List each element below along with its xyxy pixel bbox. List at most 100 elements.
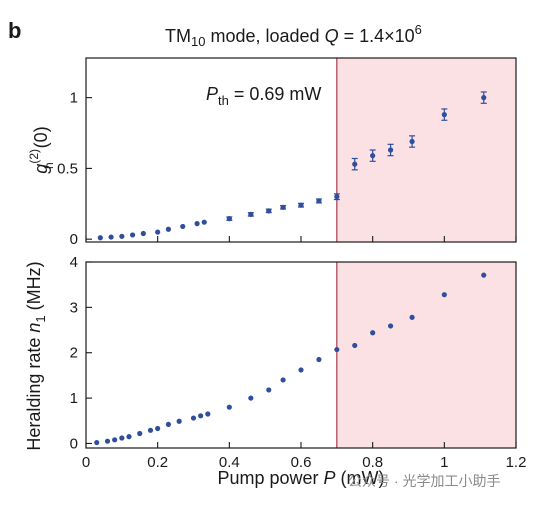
top-data-point [265, 208, 272, 214]
bottom-ylabel-var-sub: 1 [33, 315, 48, 322]
top-data-point [180, 223, 186, 230]
bot-ytick-label: 4 [70, 254, 78, 271]
bot-data-point [409, 314, 415, 320]
bot-data-point [205, 411, 211, 417]
title-exp: 6 [415, 22, 422, 37]
bot-data-point [176, 418, 182, 424]
bottom-axes-frame [85, 261, 517, 449]
top-data-point [194, 221, 200, 227]
bottom-above-threshold-region [336, 262, 516, 448]
bot-data-point [266, 387, 272, 393]
bot-data-point [334, 346, 340, 353]
bottom-axis-ticks: 0 1 2 3 4 0 0.2 0.4 0.6 0.8 1 1.2 [70, 254, 527, 471]
title-mode-sub: 10 [191, 34, 205, 49]
title-q: Q [325, 26, 339, 46]
title-middle: mode, loaded [205, 26, 324, 46]
top-data-point [140, 230, 146, 237]
top-ytick-label: 0.5 [57, 160, 78, 177]
top-data-point [119, 233, 125, 239]
xlabel-unit: (mW) [336, 468, 385, 488]
bot-data-point [226, 404, 232, 410]
bot-ytick-label: 3 [70, 299, 78, 316]
panel-letter: b [8, 18, 21, 43]
top-data-point [369, 149, 376, 162]
bot-data-point [248, 395, 254, 401]
bot-data-point [370, 330, 376, 336]
bot-data-point [198, 413, 204, 419]
top-data-point [226, 216, 233, 222]
bot-data-point [104, 438, 111, 444]
bot-data-point [126, 434, 132, 440]
top-data-point [333, 193, 340, 201]
xtick-label: 0.6 [291, 454, 312, 471]
bot-data-point [94, 439, 100, 446]
top-panel: 0 0.5 1 Pth = 0.69 mW g(2)h (0) [27, 57, 517, 248]
top-data-point [97, 235, 103, 241]
xlabel: Pump power P (mW) [217, 468, 384, 488]
bot-ytick-label: 2 [70, 345, 78, 362]
bottom-ylabel-var: n [24, 323, 44, 333]
bottom-ylabel-text: Heralding rate [24, 338, 44, 451]
threshold-value: = 0.69 mW [229, 84, 322, 104]
bottom-ylabel-unit: (MHz) [24, 261, 44, 315]
top-ytick-label: 1 [70, 90, 78, 107]
bot-data-point [147, 427, 154, 433]
chart-title: TM10 mode, loaded Q = 1.4×106 [165, 22, 422, 49]
top-data-point [108, 234, 114, 240]
bot-data-point [137, 430, 143, 437]
bottom-data-points [94, 272, 487, 446]
bottom-ylabel: Heralding rate n1 (MHz) [24, 261, 48, 450]
xtick-label: 0.4 [219, 454, 240, 471]
top-ylabel-sub: h [42, 162, 56, 169]
xtick-label: 1 [440, 454, 448, 471]
title-eq: = 1.4×10 [339, 26, 415, 46]
threshold-sub: th [218, 93, 229, 108]
bot-data-point [165, 421, 172, 428]
watermark: 公众号 · 光学加工小助手 [348, 473, 500, 489]
top-data-point [201, 219, 207, 225]
top-ytick-label: 0 [70, 231, 78, 248]
top-data-point [165, 226, 172, 232]
title-prefix: TM [165, 26, 191, 46]
top-data-point [409, 135, 416, 148]
bot-data-point [280, 377, 286, 383]
top-data-point [155, 229, 161, 235]
top-ylabel-base: g [31, 164, 51, 174]
threshold-label: Pth = 0.69 mW [206, 84, 321, 108]
top-data-point [298, 202, 304, 208]
xtick-label: 0.2 [147, 454, 168, 471]
threshold-p: P [206, 84, 218, 104]
top-ylabel-sup: (2) [27, 149, 41, 164]
xtick-label: 0.8 [362, 454, 383, 471]
xtick-label: 1.2 [506, 454, 527, 471]
bot-data-point [119, 435, 125, 441]
top-ylabel-arg: (0) [31, 126, 51, 148]
bot-ytick-label: 0 [70, 435, 78, 452]
bot-data-point [481, 272, 487, 278]
top-data-point [315, 198, 322, 204]
bot-data-point [190, 415, 197, 421]
bot-data-point [387, 323, 394, 329]
bot-data-point [298, 367, 304, 373]
bot-data-point [155, 425, 161, 432]
xlabel-var: P [324, 468, 336, 488]
top-data-point [480, 91, 487, 104]
top-data-point [351, 157, 358, 171]
top-data-point [280, 204, 287, 210]
top-data-point [441, 108, 448, 121]
top-data-points [97, 91, 487, 241]
top-ylabel: g(2)h (0) [27, 126, 56, 173]
bot-data-point [316, 356, 322, 363]
xtick-label: 0 [82, 454, 90, 471]
xlabel-text: Pump power [217, 468, 318, 488]
bot-ytick-label: 1 [70, 390, 78, 407]
top-data-point [129, 232, 136, 238]
bot-data-point [441, 292, 447, 298]
top-above-threshold-region [336, 58, 516, 242]
top-axes-frame [85, 57, 517, 243]
top-data-point [247, 211, 254, 217]
top-data-point [387, 143, 394, 157]
bot-data-point [112, 437, 118, 443]
